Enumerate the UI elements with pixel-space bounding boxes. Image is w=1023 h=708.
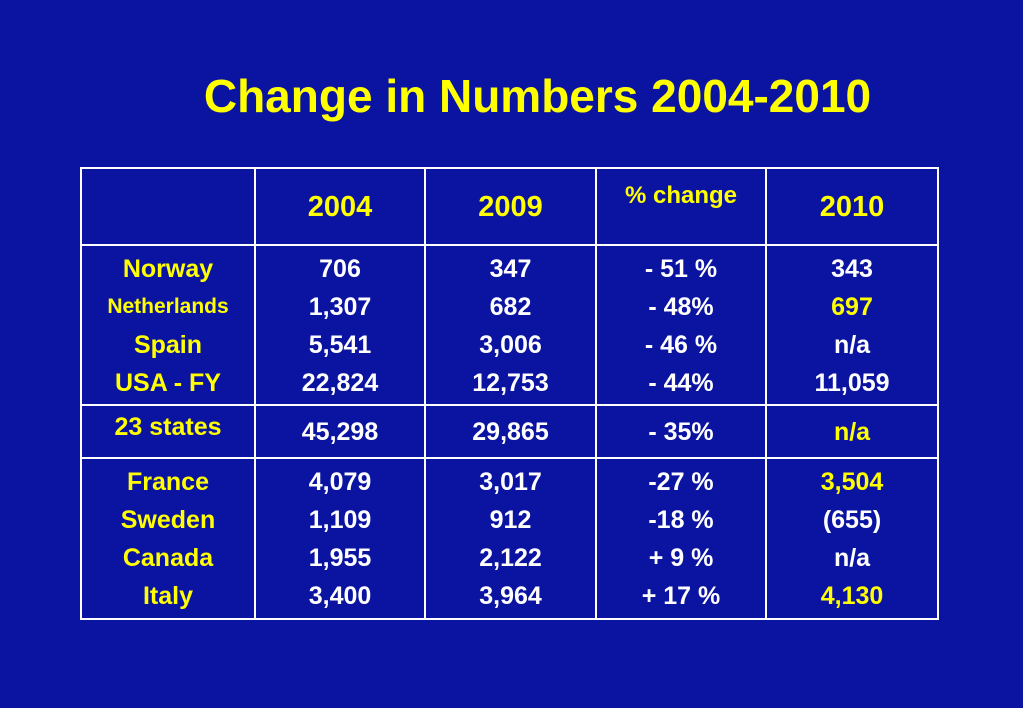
value-2010-cell: 343 697 n/a 11,059 xyxy=(765,244,939,406)
value: 1,109 xyxy=(308,506,372,534)
numbers-table: 2004 2009 % change 2010 Norway Netherlan… xyxy=(80,167,939,620)
value: 2,122 xyxy=(479,544,542,572)
value-2004-cell: 706 1,307 5,541 22,824 xyxy=(254,244,426,406)
value: 347 xyxy=(489,255,532,283)
value-2004-cell: 4,079 1,109 1,955 3,400 xyxy=(254,457,426,620)
country-name: USA - FY xyxy=(114,369,222,397)
value-highlight: 4,130 xyxy=(820,582,884,610)
value-2004-cell: 45,298 xyxy=(254,404,426,459)
country-cell: France Sweden Canada Italy xyxy=(80,457,256,620)
value: + 17 % xyxy=(641,582,721,610)
country-name: Canada xyxy=(122,543,214,572)
value: - 44% xyxy=(648,369,714,397)
value-highlight: 3,504 xyxy=(820,468,884,496)
value: 3,006 xyxy=(479,331,542,359)
value: 3,017 xyxy=(479,468,542,496)
value: 1,307 xyxy=(308,293,372,321)
table-row: Norway Netherlands Spain USA - FY 706 1,… xyxy=(80,244,939,406)
value: n/a xyxy=(833,331,871,359)
value: - 48% xyxy=(648,293,714,321)
value-highlight: n/a xyxy=(833,417,871,446)
country-cell: 23 states xyxy=(80,404,256,459)
value: 12,753 xyxy=(472,369,549,397)
country-name: Netherlands xyxy=(107,295,229,318)
header-pct-change: % change xyxy=(595,167,767,246)
value-2009-cell: 3,017 912 2,122 3,964 xyxy=(424,457,597,620)
value: 22,824 xyxy=(301,369,379,397)
value: -18 % xyxy=(648,506,714,534)
pct-change-cell: -27 % -18 % + 9 % + 17 % xyxy=(595,457,767,620)
country-name: Norway xyxy=(122,255,214,283)
table-header-row: 2004 2009 % change 2010 xyxy=(80,167,939,246)
country-name: Sweden xyxy=(120,505,216,534)
value: 11,059 xyxy=(814,369,890,397)
value: 5,541 xyxy=(308,331,372,359)
table-row: France Sweden Canada Italy 4,079 1,109 1… xyxy=(80,457,939,620)
value: n/a xyxy=(833,544,871,572)
value: 29,865 xyxy=(472,417,549,446)
country-name: France xyxy=(127,467,209,496)
value: 3,400 xyxy=(308,582,372,610)
value: (655) xyxy=(822,506,882,534)
value-2010-cell: 3,504 (655) n/a 4,130 xyxy=(765,457,939,620)
value-2010-cell: n/a xyxy=(765,404,939,459)
pct-change-cell: - 35% xyxy=(595,404,767,459)
country-name: Italy xyxy=(142,581,194,610)
value: 45,298 xyxy=(301,417,379,446)
header-2004: 2004 xyxy=(254,167,426,246)
value-2009-cell: 347 682 3,006 12,753 xyxy=(424,244,597,406)
header-empty-cell xyxy=(80,167,256,246)
table-row: 23 states 45,298 29,865 - 35% n/a xyxy=(80,404,939,459)
value-2009-cell: 29,865 xyxy=(424,404,597,459)
country-name: 23 states xyxy=(114,413,222,441)
value: - 46 % xyxy=(644,331,718,359)
header-2010: 2010 xyxy=(765,167,939,246)
value: 343 xyxy=(831,255,873,283)
value: -27 % xyxy=(648,468,714,496)
value: 706 xyxy=(319,255,361,283)
value-highlight: 697 xyxy=(831,293,873,321)
country-name: Spain xyxy=(133,331,203,359)
value: 4,079 xyxy=(308,468,372,496)
header-2009: 2009 xyxy=(424,167,597,246)
value: - 35% xyxy=(648,417,714,446)
slide-title: Change in Numbers 2004-2010 xyxy=(203,70,872,122)
value: 682 xyxy=(489,293,532,321)
value: 912 xyxy=(489,506,532,534)
value: 1,955 xyxy=(308,544,372,572)
country-cell: Norway Netherlands Spain USA - FY xyxy=(80,244,256,406)
value: 3,964 xyxy=(479,582,542,610)
value: - 51 % xyxy=(644,255,718,283)
value: + 9 % xyxy=(648,544,714,572)
pct-change-cell: - 51 % - 48% - 46 % - 44% xyxy=(595,244,767,406)
